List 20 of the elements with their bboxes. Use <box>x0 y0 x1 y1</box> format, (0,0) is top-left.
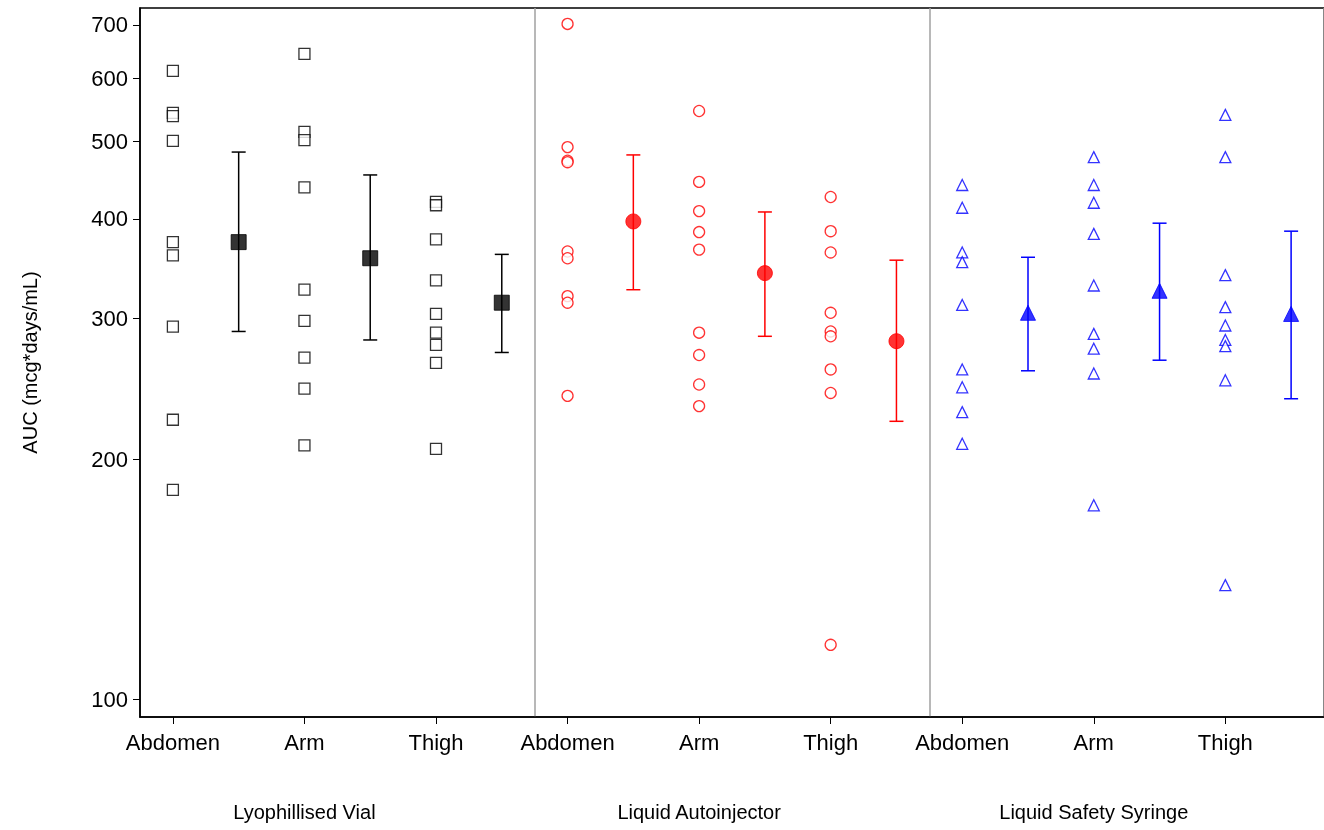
y-tick-label: 100 <box>91 686 128 712</box>
x-tick-label: Abdomen <box>520 729 615 755</box>
y-tick-label: 500 <box>91 129 128 155</box>
text: Liquid Autoinjector <box>617 801 782 823</box>
x-tick-label: Abdomen <box>915 729 1010 755</box>
y-axis-title: AUC (mcg*days/mL) <box>19 271 41 454</box>
y-tick-label: 700 <box>91 12 128 38</box>
y-tick-label: 300 <box>91 306 128 332</box>
y-tick-label: 200 <box>91 446 128 472</box>
x-tick-label: Thigh <box>408 729 464 755</box>
x-tick-label: Arm <box>284 729 325 755</box>
text: Liquid Safety Syringe <box>999 801 1189 823</box>
x-tick-label: Abdomen <box>125 729 220 755</box>
text: Lyophillised Vial <box>233 801 376 823</box>
y-tick-label: 600 <box>91 65 128 91</box>
x-tick-label: Arm <box>678 729 720 755</box>
x-tick-label: Thigh <box>803 729 859 755</box>
x-tick-label: Arm <box>1073 729 1114 755</box>
y-tick-label: 400 <box>91 206 128 232</box>
x-tick-label: Thigh <box>1197 729 1253 755</box>
